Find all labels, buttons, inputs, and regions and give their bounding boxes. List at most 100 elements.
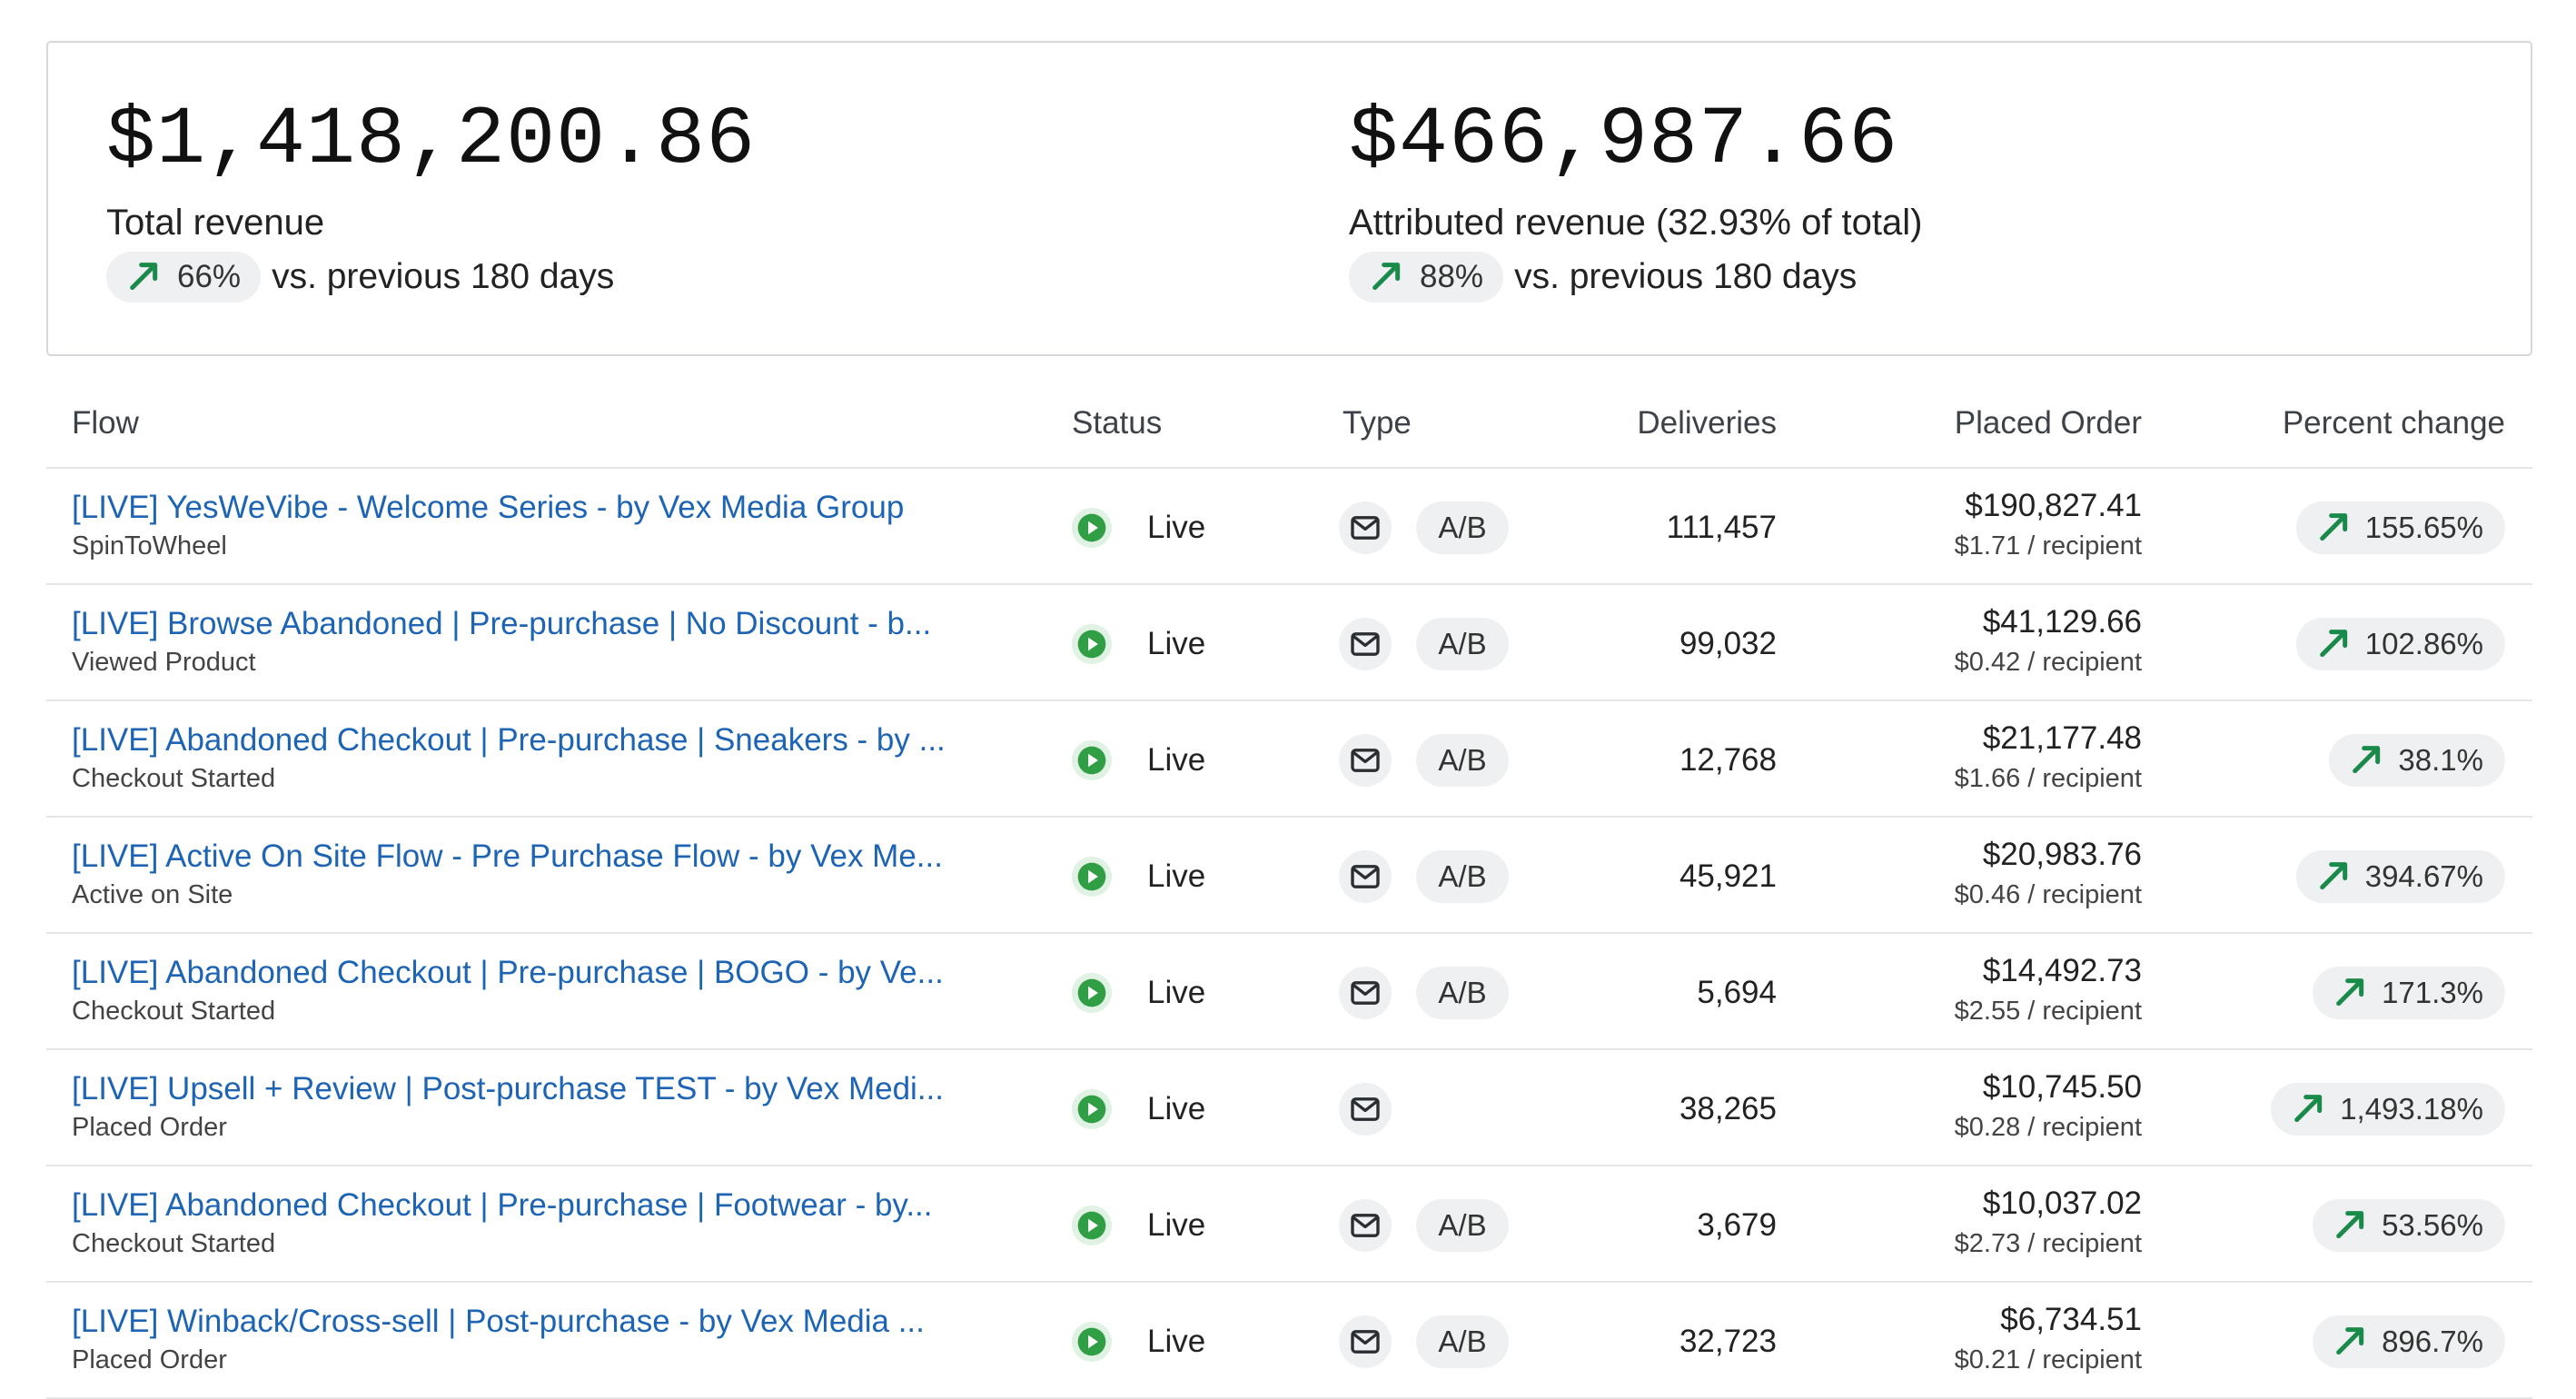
flow-trigger: Viewed Product: [72, 648, 256, 677]
ab-test-badge: A/B: [1416, 1199, 1509, 1252]
placed-order-value: $6,734.51: [2000, 1302, 2142, 1337]
table-row[interactable]: [LIVE] Abandoned Checkout | Pre-purchase…: [46, 934, 2532, 1050]
percent-change-value: 1,493.18%: [2340, 1092, 2483, 1126]
flow-name-link[interactable]: [LIVE] Upsell + Review | Post-purchase T…: [72, 1071, 945, 1106]
placed-order-per-recipient: $1.71 / recipient: [1954, 531, 2142, 561]
table-row[interactable]: [LIVE] Abandoned Checkout | Pre-purchase…: [46, 1166, 2532, 1283]
attributed-revenue-metric: $466,987.66 Attributed revenue (32.93% o…: [1349, 95, 1922, 303]
mail-icon: [1351, 1214, 1380, 1237]
trend-up-icon: [2336, 1211, 2364, 1239]
column-header-placed-order[interactable]: Placed Order: [1954, 405, 2142, 441]
trend-up-icon: [1372, 263, 1401, 291]
play-circle-icon: [1071, 1321, 1113, 1363]
placed-order-per-recipient: $1.66 / recipient: [1954, 764, 2142, 793]
percent-change-pill: 1,493.18%: [2271, 1083, 2505, 1136]
status-text: Live: [1147, 975, 1206, 1010]
column-header-type[interactable]: Type: [1342, 405, 1412, 441]
total-revenue-compare-text: vs. previous 180 days: [272, 257, 615, 296]
flow-trigger: Placed Order: [72, 1345, 227, 1374]
play-circle-icon: [1071, 1205, 1113, 1246]
total-revenue-change-pill: 66%: [106, 252, 262, 303]
total-revenue-metric: $1,418,200.86 Total revenue 66% vs. prev…: [106, 95, 756, 303]
play-circle-icon: [1071, 856, 1113, 898]
flow-name-link[interactable]: [LIVE] Abandoned Checkout | Pre-purchase…: [72, 1187, 933, 1223]
deliveries-value: 12,768: [1679, 742, 1777, 778]
play-circle-icon: [1071, 739, 1113, 781]
column-header-percent-change[interactable]: Percent change: [2282, 405, 2505, 441]
status-text: Live: [1147, 1207, 1206, 1243]
placed-order-per-recipient: $0.42 / recipient: [1954, 648, 2142, 677]
mail-icon: [1351, 632, 1380, 656]
email-type-badge: [1339, 1199, 1392, 1252]
total-revenue-label: Total revenue: [106, 203, 325, 243]
placed-order-value: $14,492.73: [1982, 953, 2142, 988]
column-header-status[interactable]: Status: [1072, 405, 1163, 441]
deliveries-value: 3,679: [1697, 1207, 1777, 1243]
mail-icon: [1351, 516, 1380, 540]
table-row[interactable]: [LIVE] Winback/Cross-sell | Post-purchas…: [46, 1283, 2532, 1399]
percent-change-value: 896.7%: [2382, 1325, 2483, 1358]
table-row[interactable]: [LIVE] Browse Abandoned | Pre-purchase |…: [46, 585, 2532, 701]
placed-order-value: $21,177.48: [1982, 720, 2142, 756]
play-circle-icon: [1071, 507, 1113, 549]
flows-table: Flow Status Type Deliveries Placed Order…: [46, 380, 2532, 1399]
ab-test-badge: A/B: [1416, 501, 1509, 554]
table-row[interactable]: [LIVE] YesWeVibe - Welcome Series - by V…: [46, 469, 2532, 585]
email-type-badge: [1339, 967, 1392, 1019]
trend-up-icon: [2319, 630, 2347, 658]
percent-change-value: 394.67%: [2364, 859, 2483, 893]
flow-name-link[interactable]: [LIVE] Browse Abandoned | Pre-purchase |…: [72, 606, 932, 641]
mail-icon: [1351, 1097, 1380, 1121]
attributed-revenue-label: Attributed revenue (32.93% of total): [1349, 203, 1923, 243]
percent-change-pill: 155.65%: [2295, 501, 2505, 554]
trend-up-icon: [2336, 1327, 2364, 1355]
placed-order-value: $10,037.02: [1982, 1186, 2142, 1221]
placed-order-value: $20,983.76: [1982, 837, 2142, 872]
email-type-badge: [1339, 850, 1392, 903]
ab-test-badge: A/B: [1416, 967, 1509, 1019]
deliveries-value: 32,723: [1679, 1324, 1777, 1359]
flow-name-link[interactable]: [LIVE] Abandoned Checkout | Pre-purchase…: [72, 722, 946, 758]
email-type-badge: [1339, 734, 1392, 787]
table-row[interactable]: [LIVE] Active On Site Flow - Pre Purchas…: [46, 818, 2532, 934]
mail-icon: [1351, 749, 1380, 772]
flow-name-link[interactable]: [LIVE] YesWeVibe - Welcome Series - by V…: [72, 490, 905, 525]
placed-order-per-recipient: $2.55 / recipient: [1954, 997, 2142, 1026]
trend-up-icon: [2319, 862, 2347, 890]
trend-up-icon: [2294, 1095, 2323, 1123]
column-header-deliveries[interactable]: Deliveries: [1637, 405, 1777, 441]
status-text: Live: [1147, 1091, 1206, 1126]
email-type-badge: [1339, 1315, 1392, 1368]
flow-name-link[interactable]: [LIVE] Active On Site Flow - Pre Purchas…: [72, 838, 943, 874]
placed-order-per-recipient: $0.21 / recipient: [1954, 1345, 2142, 1374]
flow-name-link[interactable]: [LIVE] Abandoned Checkout | Pre-purchase…: [72, 955, 944, 990]
percent-change-value: 171.3%: [2382, 976, 2483, 1009]
deliveries-value: 45,921: [1679, 858, 1777, 894]
table-header: Flow Status Type Deliveries Placed Order…: [46, 380, 2532, 469]
deliveries-value: 38,265: [1679, 1091, 1777, 1126]
revenue-summary-card: $1,418,200.86 Total revenue 66% vs. prev…: [46, 41, 2532, 356]
column-header-flow[interactable]: Flow: [72, 405, 139, 441]
attributed-revenue-change: 88%: [1420, 259, 1484, 294]
flow-name-link[interactable]: [LIVE] Winback/Cross-sell | Post-purchas…: [72, 1304, 925, 1339]
ab-test-badge: A/B: [1416, 1315, 1509, 1368]
mail-icon: [1351, 981, 1380, 1005]
attributed-revenue-change-pill: 88%: [1349, 252, 1504, 303]
percent-change-pill: 102.86%: [2295, 618, 2505, 670]
percent-change-pill: 394.67%: [2295, 850, 2505, 903]
table-row[interactable]: [LIVE] Upsell + Review | Post-purchase T…: [46, 1050, 2532, 1166]
ab-test-badge: A/B: [1416, 618, 1509, 670]
table-row[interactable]: [LIVE] Abandoned Checkout | Pre-purchase…: [46, 701, 2532, 818]
flow-trigger: Placed Order: [72, 1113, 227, 1142]
email-type-badge: [1339, 501, 1392, 554]
trend-up-icon: [2319, 513, 2347, 541]
email-type-badge: [1339, 1083, 1392, 1136]
percent-change-value: 155.65%: [2364, 511, 2483, 544]
percent-change-pill: 896.7%: [2313, 1315, 2505, 1368]
ab-test-badge: A/B: [1416, 734, 1509, 787]
attributed-revenue-compare: 88% vs. previous 180 days: [1349, 252, 1922, 303]
flow-trigger: Checkout Started: [72, 997, 276, 1026]
percent-change-value: 102.86%: [2364, 627, 2483, 660]
trend-up-icon: [130, 263, 158, 291]
attributed-revenue-compare-text: vs. previous 180 days: [1514, 257, 1858, 296]
